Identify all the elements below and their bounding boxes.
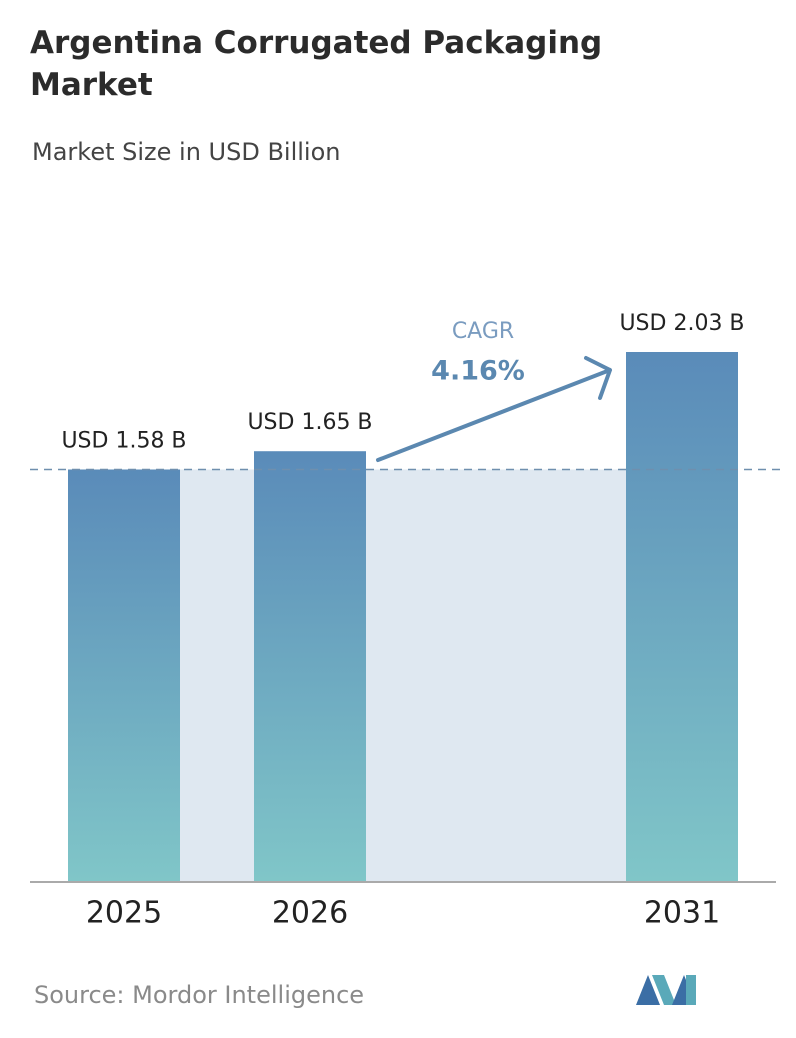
- logo-shape: [652, 975, 676, 1005]
- plot: USD 1.58 B 2025 USD 1.65 B 2026 USD 2.03 B 20…: [30, 311, 780, 931]
- x-tick-label: 2026: [272, 896, 348, 931]
- cagr-arrow: [376, 356, 612, 462]
- bar: [626, 352, 738, 882]
- logo: [636, 975, 696, 1005]
- cagr-label: CAGR: [452, 319, 514, 344]
- title-box: Argentina Corrugated Packaging Market: [30, 25, 603, 103]
- x-tick-label: 2031: [644, 896, 720, 931]
- bar: [68, 469, 180, 882]
- cagr-value: 4.16%: [431, 356, 525, 387]
- source: Source: Mordor Intelligence: [34, 981, 364, 1009]
- logo-shape: [686, 975, 696, 1005]
- x-tick-label: 2025: [86, 896, 162, 931]
- bar: [254, 451, 366, 882]
- chart-subtitle: Market Size in USD Billion: [32, 138, 340, 166]
- value-label: USD 1.58 B: [61, 428, 186, 453]
- background-band: [124, 469, 682, 882]
- value-label: USD 1.65 B: [247, 410, 372, 435]
- logo-shape: [636, 975, 660, 1005]
- chart-title: Argentina Corrugated Packaging Market: [30, 25, 603, 103]
- value-label: USD 2.03 B: [619, 311, 744, 336]
